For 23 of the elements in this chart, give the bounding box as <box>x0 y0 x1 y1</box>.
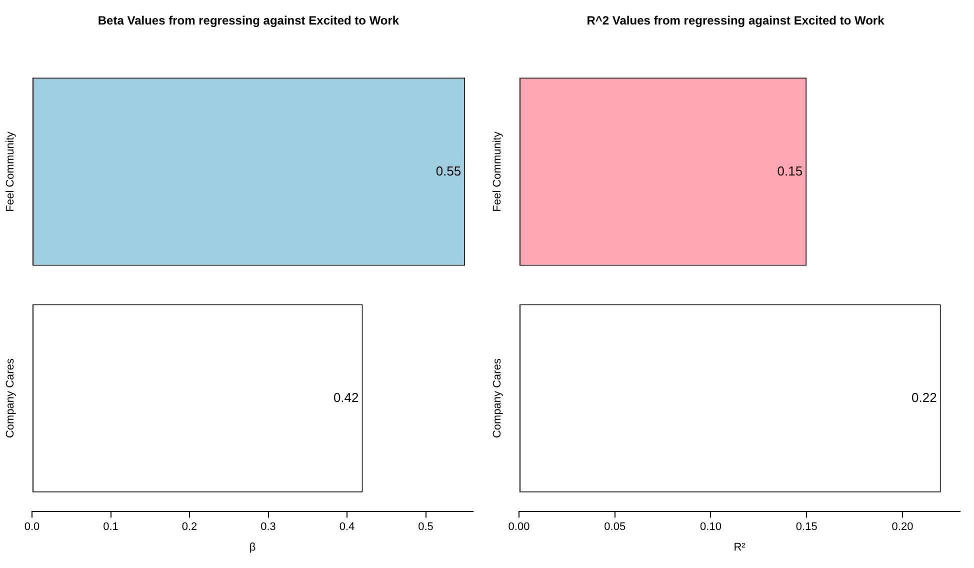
y-tick-label: Company Cares <box>492 358 504 438</box>
data-label: 0.42 <box>333 390 359 405</box>
y-tick-label: Feel Community <box>492 131 504 212</box>
x-axis-title: β <box>249 541 256 554</box>
y-tick-label: Company Cares <box>4 358 17 438</box>
x-axis-title: R² <box>734 541 746 554</box>
x-tick-label: 0.20 <box>892 521 914 534</box>
x-tick-label: 0.00 <box>508 521 530 534</box>
x-tick-label: 0.4 <box>339 521 355 534</box>
chart-title: Beta Values from regressing against Excited to Work <box>98 14 400 28</box>
x-tick-label: 0.05 <box>604 521 626 534</box>
data-label: 0.22 <box>912 390 937 405</box>
x-tick-label: 0.3 <box>260 521 276 534</box>
data-label: 0.15 <box>777 163 803 178</box>
y-tick-label: Feel Community <box>4 131 17 212</box>
x-tick-label: 0.15 <box>796 521 818 534</box>
x-tick-label: 0.0 <box>24 521 40 534</box>
x-tick-label: 0.2 <box>182 521 198 534</box>
data-label: 0.55 <box>436 163 462 178</box>
x-tick-label: 0.10 <box>700 521 722 534</box>
x-tick-label: 0.1 <box>103 521 118 534</box>
x-tick-label: 0.5 <box>418 521 434 534</box>
chart-title: R^2 Values from regressing against Excited to Work <box>586 14 885 28</box>
